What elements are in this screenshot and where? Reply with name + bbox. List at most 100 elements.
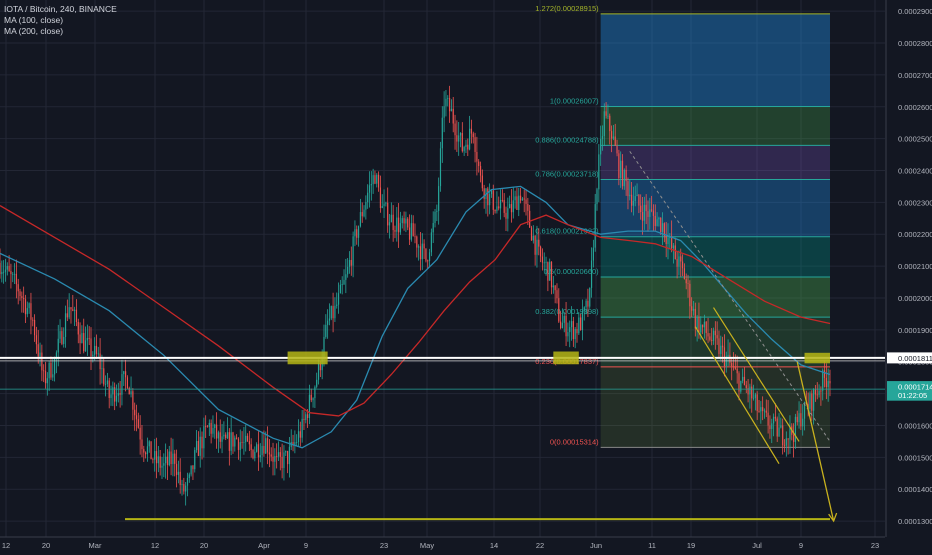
candle-body xyxy=(674,245,676,260)
x-tick-label: 14 xyxy=(490,541,498,550)
candle-body xyxy=(356,229,358,238)
candle xyxy=(248,430,250,452)
projection-dashed xyxy=(629,151,831,442)
candle xyxy=(259,443,261,463)
candle xyxy=(257,431,260,471)
candle xyxy=(357,225,360,247)
candle-body xyxy=(188,474,190,479)
candle xyxy=(629,179,631,201)
candle xyxy=(254,446,256,462)
candle xyxy=(769,415,771,439)
candle-body xyxy=(279,452,281,457)
price-label-box xyxy=(887,389,932,401)
candle-body xyxy=(135,415,138,420)
candle-body xyxy=(101,368,103,370)
fib-label-0.786: 0.786(0.00023718) xyxy=(535,169,599,178)
candle-body xyxy=(175,463,178,475)
candle-body xyxy=(388,222,391,226)
candle xyxy=(299,421,301,447)
candle xyxy=(19,288,21,301)
candle xyxy=(199,427,201,468)
candle-body xyxy=(1,271,3,275)
candle-body xyxy=(317,363,320,380)
candle-body xyxy=(561,322,564,329)
candle-body xyxy=(594,204,596,248)
candle-body xyxy=(813,389,815,411)
candle xyxy=(762,396,764,421)
candle-body xyxy=(541,256,544,263)
candle xyxy=(168,445,170,467)
candle-body xyxy=(66,313,68,318)
candle xyxy=(35,326,38,354)
chart-legend: IOTA / Bitcoin, 240, BINANCE MA (100, cl… xyxy=(4,4,117,37)
candle-body xyxy=(612,136,614,139)
candle-body xyxy=(268,452,270,455)
candle xyxy=(589,287,591,309)
candle-body xyxy=(438,186,440,211)
candle-body xyxy=(631,194,633,206)
candle xyxy=(150,441,152,460)
candle-body xyxy=(41,352,43,371)
candle-body xyxy=(654,215,656,226)
ma100-line xyxy=(0,185,831,449)
candle xyxy=(614,123,616,146)
candle-body xyxy=(179,471,181,485)
candle-body xyxy=(183,484,185,492)
candle xyxy=(509,195,511,209)
candle xyxy=(709,333,711,342)
candle xyxy=(312,397,314,408)
candle xyxy=(175,449,178,488)
candle xyxy=(185,482,187,506)
candle xyxy=(689,280,691,319)
candle xyxy=(610,125,613,153)
candle xyxy=(569,320,571,348)
candle xyxy=(268,439,270,468)
candle-body xyxy=(525,199,527,204)
candle xyxy=(379,175,382,213)
candle-body xyxy=(221,436,223,442)
candle-body xyxy=(283,452,285,469)
candle-body xyxy=(452,108,454,124)
candle xyxy=(139,415,141,455)
candle xyxy=(605,102,607,119)
candle xyxy=(394,225,396,239)
candle-body xyxy=(771,423,773,429)
candle-body xyxy=(616,145,618,154)
candle-body xyxy=(3,271,5,273)
candle xyxy=(563,312,565,333)
candle xyxy=(81,325,83,344)
candle xyxy=(256,442,258,453)
ma100-legend[interactable]: MA (100, close) xyxy=(4,15,64,25)
candle xyxy=(305,411,307,424)
candle-body xyxy=(570,321,573,328)
candle-body xyxy=(822,370,824,391)
candle-body xyxy=(134,409,136,416)
candle xyxy=(631,181,633,213)
candle xyxy=(485,188,487,214)
symbol-title[interactable]: IOTA / Bitcoin, 240, BINANCE xyxy=(4,4,117,14)
candle-body xyxy=(54,358,56,375)
ma200-legend[interactable]: MA (200, close) xyxy=(4,26,64,36)
candle-body xyxy=(392,214,394,231)
candle-body xyxy=(414,236,416,238)
candle-body xyxy=(316,379,318,387)
candle xyxy=(432,211,434,244)
candle xyxy=(825,363,827,400)
candle xyxy=(501,189,503,203)
candle xyxy=(743,366,746,386)
candle xyxy=(749,383,751,409)
candle-body xyxy=(667,238,669,245)
candle-body xyxy=(39,352,41,357)
candle xyxy=(658,216,660,227)
candle-body xyxy=(256,444,258,452)
candle xyxy=(594,193,596,252)
candle-body xyxy=(783,445,786,447)
candle xyxy=(541,248,544,271)
fib-label-0.382: 0.382(0.00019398) xyxy=(535,307,599,316)
candle-body xyxy=(545,262,547,263)
candle-body xyxy=(623,169,625,187)
fib-zone-4 xyxy=(600,236,830,277)
